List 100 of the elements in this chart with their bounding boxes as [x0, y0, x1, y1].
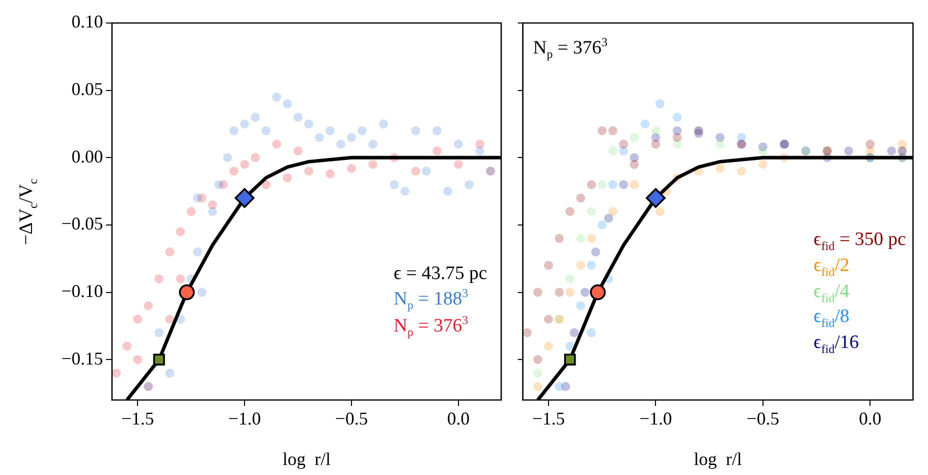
point: [326, 169, 335, 178]
x-tick-label: −0.5: [335, 408, 368, 429]
point: [866, 140, 875, 149]
x-tick-label: −1.0: [228, 408, 261, 429]
point: [165, 314, 174, 324]
point: [304, 166, 314, 176]
point: [565, 207, 574, 216]
point: [234, 188, 254, 208]
point: [608, 146, 618, 156]
point: [304, 119, 314, 128]
point: [533, 355, 542, 364]
point: [176, 274, 185, 284]
point: [133, 355, 142, 364]
point: [282, 99, 292, 108]
point: [133, 314, 142, 324]
point: [590, 284, 606, 300]
point: [554, 288, 564, 297]
point: [250, 153, 260, 162]
point: [368, 140, 378, 149]
text: N$_{p}$ = 376$^{3}$: [394, 312, 470, 340]
point: [887, 146, 896, 156]
point: [576, 260, 586, 270]
point: [619, 140, 628, 149]
point: [368, 160, 378, 169]
point: [672, 112, 682, 122]
point: [178, 284, 195, 300]
point: [672, 132, 682, 142]
point: [656, 99, 665, 108]
point: [229, 166, 238, 176]
point: [533, 368, 542, 378]
point: [716, 164, 725, 173]
y-tick-label: −0.10: [61, 281, 103, 302]
point: [294, 146, 303, 156]
point: [144, 301, 153, 310]
text: ϵ$_{fid}$/2: [814, 254, 850, 280]
point: [580, 288, 590, 297]
point: [272, 92, 282, 102]
point: [411, 126, 420, 136]
point: [122, 342, 132, 351]
point: [176, 227, 185, 236]
point: [554, 234, 564, 243]
point: [326, 126, 335, 136]
x-tick-label: −1.5: [532, 408, 565, 429]
x-tick-label: 0.0: [447, 408, 470, 429]
x-tick-label: −1.5: [121, 408, 154, 429]
x-tick-label: −1.0: [639, 408, 672, 429]
text: N$_{p}$ = 188$^{3}$: [394, 286, 470, 313]
point: [153, 354, 165, 366]
point: [165, 368, 174, 378]
point: [261, 126, 270, 136]
point: [229, 126, 238, 136]
point: [282, 173, 292, 182]
point: [272, 140, 282, 149]
point: [193, 194, 202, 203]
point: [646, 188, 666, 208]
point: [564, 354, 576, 366]
text: ϵ$_{fid}$ = 350 pc: [814, 228, 906, 254]
point: [443, 186, 452, 196]
point: [586, 180, 596, 190]
point: [432, 146, 442, 156]
point: [347, 132, 356, 142]
point: [432, 126, 442, 136]
point: [576, 194, 586, 203]
point: [193, 247, 202, 256]
point: [214, 180, 224, 190]
point: [565, 342, 574, 351]
legend-title: ϵ = 43.75 pc: [394, 262, 487, 286]
point: [608, 180, 618, 190]
y-tick-label: 0.10: [72, 12, 103, 32]
point: [197, 288, 206, 297]
point: [716, 140, 725, 149]
point: [586, 207, 596, 216]
point: [630, 180, 639, 190]
point: [422, 166, 431, 176]
point: [240, 160, 250, 169]
point: [154, 328, 164, 338]
point: [544, 260, 554, 270]
point: [651, 140, 660, 149]
point: [544, 342, 554, 351]
point: [533, 382, 542, 392]
y-tick-label: 0.05: [72, 79, 103, 100]
point: [758, 160, 768, 169]
x-axis-title: log r/l: [694, 448, 742, 469]
point: [844, 146, 854, 156]
point: [630, 160, 639, 169]
point: [576, 234, 586, 243]
point: [598, 180, 607, 190]
point: [533, 288, 542, 297]
point: [608, 207, 618, 216]
point: [640, 119, 650, 128]
point: [250, 112, 260, 122]
point: [598, 220, 607, 230]
point: [522, 328, 532, 338]
point: [112, 368, 121, 378]
point: [544, 314, 554, 324]
point: [294, 112, 303, 122]
x-tick-label: −0.5: [746, 408, 780, 429]
point: [154, 274, 164, 284]
point: [604, 214, 614, 223]
point: [656, 207, 665, 216]
